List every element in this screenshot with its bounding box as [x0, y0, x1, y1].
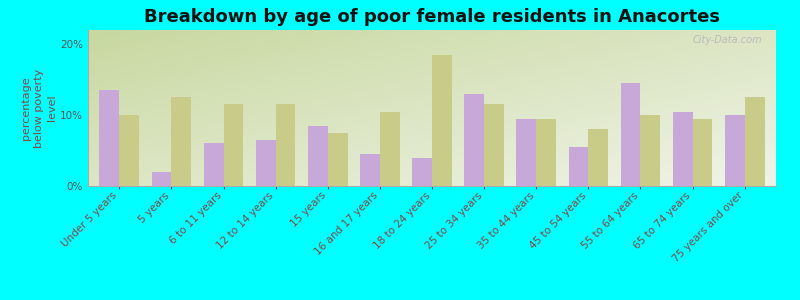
Bar [725, 115, 745, 186]
Bar [308, 126, 328, 186]
Bar [517, 118, 536, 186]
Bar [119, 115, 139, 186]
Title: Breakdown by age of poor female residents in Anacortes: Breakdown by age of poor female resident… [144, 8, 720, 26]
Bar [693, 118, 713, 186]
Bar [621, 83, 641, 186]
Bar [412, 158, 432, 186]
Text: City-Data.com: City-Data.com [693, 35, 762, 45]
Bar [223, 104, 243, 186]
Bar [484, 104, 504, 186]
Y-axis label: percentage
below poverty
level: percentage below poverty level [21, 68, 58, 148]
Bar [380, 112, 400, 186]
Bar [745, 98, 765, 186]
Bar [673, 112, 693, 186]
Bar [99, 90, 119, 186]
Bar [588, 129, 608, 186]
Bar [360, 154, 380, 186]
Bar [151, 172, 171, 186]
Bar [569, 147, 588, 186]
Bar [204, 143, 223, 186]
Bar [464, 94, 484, 186]
Bar [276, 104, 295, 186]
Bar [536, 118, 556, 186]
Bar [328, 133, 347, 186]
Bar [641, 115, 660, 186]
Bar [256, 140, 276, 186]
Bar [432, 55, 452, 186]
Bar [171, 98, 191, 186]
